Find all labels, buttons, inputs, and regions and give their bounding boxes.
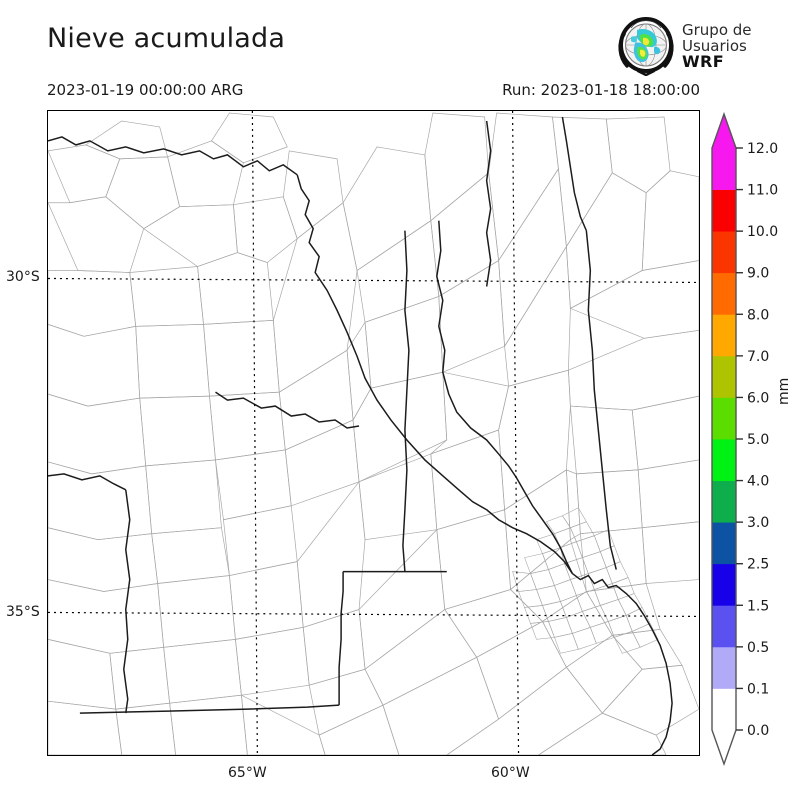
lat-line-35S xyxy=(48,611,699,618)
logo-line-2: Usuarios xyxy=(682,37,747,55)
lon-tick-60W: 60°W xyxy=(491,765,530,781)
colorbar-tick-label-12.0: 12.0 xyxy=(747,141,778,157)
colorbar[interactable]: 0.0 0.1 0.5 1.5 2.5 3.0 4.0 5.0 6.0 7.0 8.0 9.0 10.0… xyxy=(708,110,800,770)
colorbar-canvas: 0.0 0.1 0.5 1.5 2.5 3.0 4.0 5.0 6.0 7.0 8.0 9.0 10.0… xyxy=(711,111,778,767)
lon-line-60W xyxy=(511,111,520,755)
colorbar-tick-label-7.0: 7.0 xyxy=(747,349,769,365)
wrf-globe-emblem-icon xyxy=(618,17,674,76)
colorbar-band-6.0-7.0 xyxy=(712,355,736,398)
colorbar-under-arrow xyxy=(712,730,736,764)
lon-tick-65W: 65°W xyxy=(228,765,267,781)
colorbar-tick-label-1.5: 1.5 xyxy=(747,598,769,614)
colorbar-band-1.5-2.5 xyxy=(712,563,736,606)
colorbar-tick-label-9.0: 9.0 xyxy=(747,266,769,282)
colorbar-band-0.1-0.5 xyxy=(712,646,736,689)
wrf-user-group-logo: Grupo de Usuarios WRF xyxy=(616,14,786,78)
colorbar-band-0.0-0.1 xyxy=(712,688,736,731)
colorbar-tick-label-0.0: 0.0 xyxy=(747,723,769,739)
colorbar-band-7.0-8.0 xyxy=(712,314,736,357)
colorbar-tick-label-0.5: 0.5 xyxy=(747,640,769,656)
colorbar-band-8.0-9.0 xyxy=(712,272,736,315)
lon-line-65W xyxy=(251,111,258,755)
colorbar-band-2.5-3.0 xyxy=(712,522,736,565)
colorbar-tick-label-3.0: 3.0 xyxy=(747,515,769,531)
run-time-label: Run: 2023-01-18 18:00:00 xyxy=(502,81,700,99)
colorbar-tick-label-11.0: 11.0 xyxy=(747,183,778,199)
colorbar-band-0.5-1.5 xyxy=(712,605,736,648)
lat-line-30S xyxy=(48,277,699,284)
snow-accumulation-map[interactable] xyxy=(47,110,700,756)
colorbar-tick-label-2.5: 2.5 xyxy=(747,557,769,573)
colorbar-tick-label-5.0: 5.0 xyxy=(747,432,769,448)
lat-tick-35S: 35°S xyxy=(6,604,40,620)
logo-line-3: WRF xyxy=(682,52,725,71)
logo-line-1: Grupo de xyxy=(682,21,752,39)
colorbar-tick-label-0.1: 0.1 xyxy=(747,681,769,697)
map-canvas xyxy=(48,111,699,755)
colorbar-unit-label: mm xyxy=(776,377,792,405)
colorbar-bands xyxy=(712,148,736,731)
colorbar-band-10.0-11.0 xyxy=(712,189,736,232)
graticule xyxy=(48,111,699,755)
colorbar-tick-label-4.0: 4.0 xyxy=(747,474,769,490)
colorbar-band-3.0-4.0 xyxy=(712,480,736,523)
district-boundaries xyxy=(48,112,699,755)
lat-tick-30S: 30°S xyxy=(6,269,40,285)
colorbar-extend-arrows xyxy=(712,114,736,764)
colorbar-band-9.0-10.0 xyxy=(712,231,736,274)
province-boundaries xyxy=(48,116,673,755)
colorbar-band-4.0-5.0 xyxy=(712,439,736,481)
colorbar-over-arrow xyxy=(712,114,736,148)
colorbar-band-11.0-12.0 xyxy=(712,148,736,190)
colorbar-tick-label-10.0: 10.0 xyxy=(747,224,778,240)
colorbar-tick-label-6.0: 6.0 xyxy=(747,390,769,406)
colorbar-band-5.0-6.0 xyxy=(712,397,736,440)
colorbar-tick-label-8.0: 8.0 xyxy=(747,307,769,323)
colorbar-ticks: 0.0 0.1 0.5 1.5 2.5 3.0 4.0 5.0 6.0 7.0 8.0 9.0 10.0… xyxy=(736,141,778,739)
valid-time-label: 2023-01-19 00:00:00 ARG xyxy=(47,81,244,99)
page-title: Nieve acumulada xyxy=(47,23,286,54)
